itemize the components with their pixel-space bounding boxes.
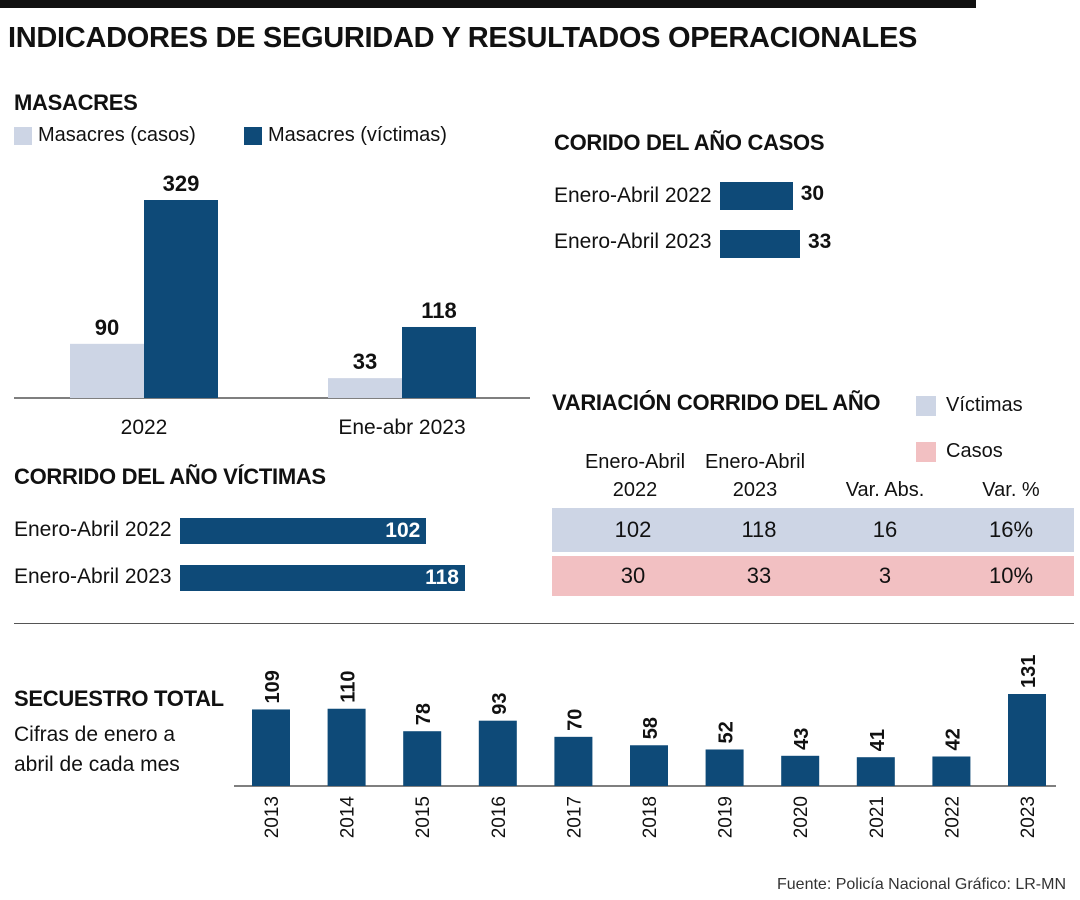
masacres-category-label: 2022 (121, 416, 168, 439)
variacion-cell: 118 (741, 517, 777, 542)
masacres-value-label: 33 (353, 349, 377, 374)
secuestro-value-label: 58 (640, 717, 662, 739)
secuestro-title: SECUESTRO TOTAL (14, 686, 224, 711)
masacres-value-label: 329 (163, 171, 200, 196)
secuestro-year-label: 2021 (867, 796, 888, 838)
secuestro-value-label: 43 (791, 728, 813, 750)
corrido-casos-label-2022: Enero-Abril 2022 (554, 184, 712, 207)
secuestro-bar (705, 749, 744, 786)
masacres-bar (144, 200, 218, 398)
legend-item-casos: Masacres (casos) (14, 124, 196, 147)
secuestro-value-label: 131 (1018, 655, 1040, 688)
secuestro-year-label: 2017 (564, 796, 585, 838)
corrido-casos-value-2023: 33 (808, 230, 832, 253)
variacion-header-2023: Enero-Abril 2023 (692, 448, 818, 504)
secuestro-value-label: 110 (338, 670, 360, 702)
secuestro-value-label: 52 (716, 721, 738, 743)
secuestro-value-label: 109 (262, 670, 284, 703)
variacion-legend-victimas: Víctimas (916, 394, 1023, 417)
secuestro-subtitle-line2: abril de cada mes (14, 753, 180, 776)
legend-label-victimas: Masacres (víctimas) (268, 124, 447, 146)
secuestro-bar (403, 731, 442, 786)
variacion-header-var-pct: Var. % (982, 479, 1040, 501)
secuestro-bar (781, 755, 820, 786)
corrido-casos-label-2023: Enero-Abril 2023 (554, 230, 712, 253)
corrido-victimas-title: CORRIDO DEL AÑO VÍCTIMAS (14, 464, 326, 489)
secuestro-bar (554, 736, 593, 786)
secuestro-year-label: 2013 (262, 796, 283, 838)
legend-swatch-casos (14, 126, 32, 145)
corrido-victimas-bar-2022: 102 (180, 518, 427, 544)
secuestro-subtitle: Cifras de enero a abril de cada mes (14, 720, 180, 780)
variacion-header-2023-line2: 2023 (732, 479, 778, 501)
variacion-header-var-abs: Var. Abs. (845, 479, 925, 501)
secuestro-bar (327, 708, 366, 786)
variacion-header-2022-line2: 2022 (612, 479, 658, 501)
variacion-cell: 16 (872, 517, 898, 542)
top-rule (0, 0, 976, 8)
masacres-bar (402, 326, 476, 398)
corrido-victimas-label-2022: Enero-Abril 2022 (14, 518, 172, 541)
corrido-casos-value-2022: 30 (800, 182, 825, 205)
secuestro-bar (1008, 694, 1046, 786)
secuestro-chart: 109 2013 110 2014 78 2015 93 2016 70 2017 58 2018 52… (234, 655, 1056, 839)
secuestro-bar (630, 745, 668, 786)
variacion-swatch-casos (916, 441, 936, 462)
legend-swatch-victimas (244, 126, 262, 145)
variacion-swatch-victimas (916, 395, 936, 416)
variacion-legend-casos: Casos (916, 440, 1003, 463)
secuestro-year-label: 2020 (791, 796, 812, 838)
secuestro-bar (252, 709, 290, 786)
secuestro-year-label: 2018 (640, 796, 661, 838)
page-title: INDICADORES DE SEGURIDAD Y RESULTADOS OP… (8, 22, 918, 54)
secuestro-value-label: 70 (564, 709, 586, 731)
variacion-header-2022: Enero-Abril 2022 (572, 448, 698, 504)
masacres-title: MASACRES (14, 90, 138, 115)
secuestro-year-label: 2023 (1018, 796, 1039, 838)
secuestro-year-label: 2014 (338, 796, 359, 839)
variacion-cell: 16% (988, 517, 1034, 542)
masacres-value-label: 118 (421, 298, 457, 323)
secuestro-value-label: 93 (489, 692, 511, 714)
variacion-row-casos: 30 33 3 10% (552, 556, 1074, 596)
masacres-value-label: 90 (95, 315, 119, 340)
variacion-cell: 33 (746, 563, 772, 588)
secuestro-value-label: 78 (413, 703, 435, 725)
secuestro-bar (932, 756, 971, 786)
secuestro-subtitle-line1: Cifras de enero a (14, 723, 176, 746)
secuestro-year-label: 2019 (716, 796, 737, 838)
corrido-casos-bar-2023 (720, 230, 800, 258)
corrido-victimas-bar-2023: 118 (180, 565, 465, 591)
masacres-bar (70, 343, 144, 398)
variacion-legend-label-victimas: Víctimas (946, 394, 1023, 416)
variacion-cell: 30 (620, 563, 646, 588)
legend-item-victimas: Masacres (víctimas) (244, 124, 447, 147)
masacres-category-label: Ene-abr 2023 (338, 416, 465, 439)
variacion-title: VARIACIÓN CORRIDO DEL AÑO (552, 390, 881, 415)
secuestro-value-label: 41 (867, 729, 889, 751)
source-note: Fuente: Policía Nacional Gráfico: LR-MN (777, 876, 1066, 893)
corrido-casos-bar-2022 (720, 182, 793, 210)
secuestro-year-label: 2015 (413, 796, 434, 838)
variacion-cell: 102 (614, 517, 652, 542)
variacion-header-2023-line1: Enero-Abril (704, 451, 806, 473)
secuestro-bar (478, 720, 517, 786)
secuestro-value-label: 42 (942, 728, 964, 750)
corrido-victimas-label-2023: Enero-Abril 2023 (14, 565, 172, 588)
masacres-chart: 90 329 2022 33 118 Ene-abr 2023 (14, 171, 530, 439)
section-divider (14, 623, 1074, 624)
variacion-header-2022-line1: Enero-Abril (584, 451, 686, 473)
variacion-cell: 10% (988, 563, 1034, 588)
legend-label-casos: Masacres (casos) (38, 124, 196, 146)
secuestro-bar (856, 757, 895, 786)
secuestro-year-label: 2016 (489, 796, 510, 838)
variacion-row-victimas: 102 118 16 16% (552, 508, 1074, 552)
variacion-legend-label-casos: Casos (946, 440, 1003, 462)
corrido-casos-title: CORIDO DEL AÑO CASOS (554, 130, 825, 155)
masacres-bar (328, 378, 402, 398)
variacion-cell: 3 (878, 563, 892, 588)
secuestro-year-label: 2022 (942, 796, 963, 838)
